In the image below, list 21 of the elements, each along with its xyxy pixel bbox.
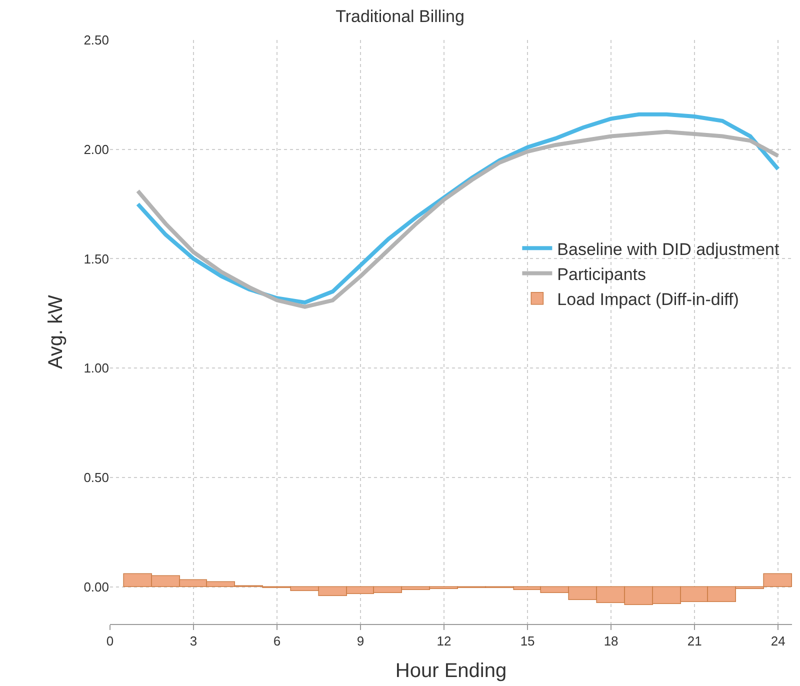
x-tick-label: 3 xyxy=(190,634,198,649)
legend-label: Participants xyxy=(557,264,646,284)
y-axis-title: Avg. kW xyxy=(45,294,68,370)
y-tick-label: 0.50 xyxy=(84,470,109,485)
x-tick-label: 18 xyxy=(604,634,618,649)
y-tick-label: 1.50 xyxy=(84,251,109,266)
x-tick-label: 24 xyxy=(770,634,786,649)
x-tick-label: 6 xyxy=(273,634,281,649)
y-tick-label: 2.50 xyxy=(84,32,109,48)
x-tick-label: 15 xyxy=(520,634,535,649)
legend-label: Baseline with DID adjustment xyxy=(557,240,780,259)
x-tick-label: 0 xyxy=(106,634,114,649)
legend-label: Load Impact (Diff-in-diff) xyxy=(557,290,739,309)
y-tick-label: 0.00 xyxy=(84,579,109,594)
x-axis-title: Hour Ending xyxy=(395,660,507,682)
chart-title: Traditional Billing xyxy=(336,7,464,26)
x-tick-label: 21 xyxy=(687,634,702,649)
x-tick-label: 9 xyxy=(356,634,364,649)
y-tick-label: 2.00 xyxy=(84,142,109,157)
x-tick-label: 12 xyxy=(436,634,452,649)
y-tick-label: 1.00 xyxy=(84,360,109,376)
